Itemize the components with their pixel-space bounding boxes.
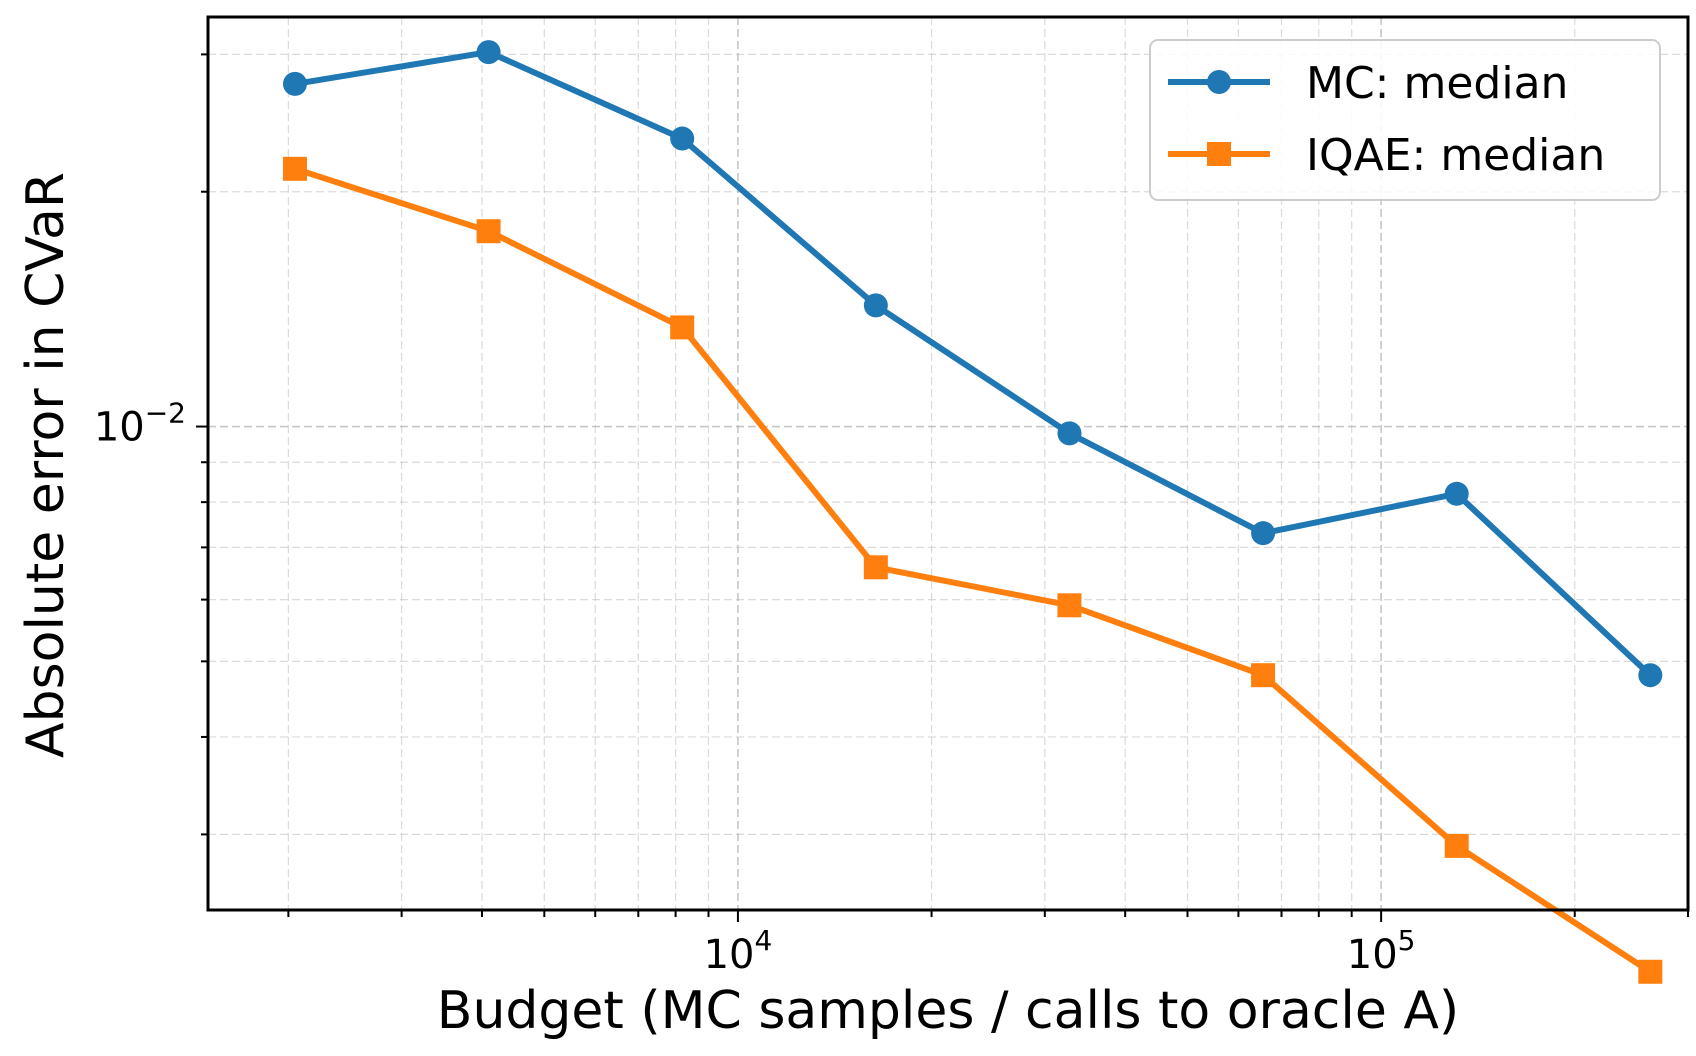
data-point bbox=[1444, 833, 1469, 858]
data-point bbox=[476, 40, 501, 65]
legend-iqae-marker bbox=[1207, 142, 1231, 166]
plot-frame bbox=[206, 15, 1690, 912]
series-line bbox=[294, 49, 1653, 678]
axis-ticks bbox=[196, 53, 1689, 922]
legend-mc-marker bbox=[1207, 70, 1231, 94]
y-axis-label: Absolute error in CVaR bbox=[16, 172, 76, 758]
series-layer bbox=[282, 40, 1663, 984]
data-point bbox=[670, 126, 695, 151]
data-point bbox=[863, 555, 888, 580]
x-tick-label: 104 bbox=[704, 924, 773, 978]
legend-mc-label: MC: median bbox=[1306, 58, 1568, 109]
data-point bbox=[1444, 481, 1469, 506]
data-point bbox=[863, 293, 888, 318]
x-tick-label: 105 bbox=[1347, 924, 1416, 978]
data-point bbox=[670, 315, 695, 340]
data-point bbox=[476, 219, 501, 244]
legend-box bbox=[1149, 39, 1661, 201]
series-line bbox=[294, 165, 1652, 975]
x-axis-label: Budget (MC samples / calls to oracle A) bbox=[437, 981, 1459, 1041]
y-tick-label: 10−2 bbox=[94, 397, 186, 451]
data-point bbox=[1251, 521, 1276, 546]
legend-iqae-label: IQAE: median bbox=[1306, 130, 1605, 181]
data-point bbox=[1057, 593, 1082, 618]
series-mc bbox=[282, 40, 1663, 688]
data-point bbox=[1638, 663, 1663, 688]
data-point bbox=[1638, 959, 1663, 984]
legend: MC: median IQAE: median bbox=[1149, 39, 1661, 201]
data-point bbox=[1251, 663, 1276, 688]
data-point bbox=[282, 71, 307, 96]
tick-labels: 104 105 10−2 bbox=[94, 397, 1416, 978]
series-iqae bbox=[282, 156, 1663, 984]
data-point bbox=[282, 156, 307, 181]
data-point bbox=[1057, 421, 1082, 446]
